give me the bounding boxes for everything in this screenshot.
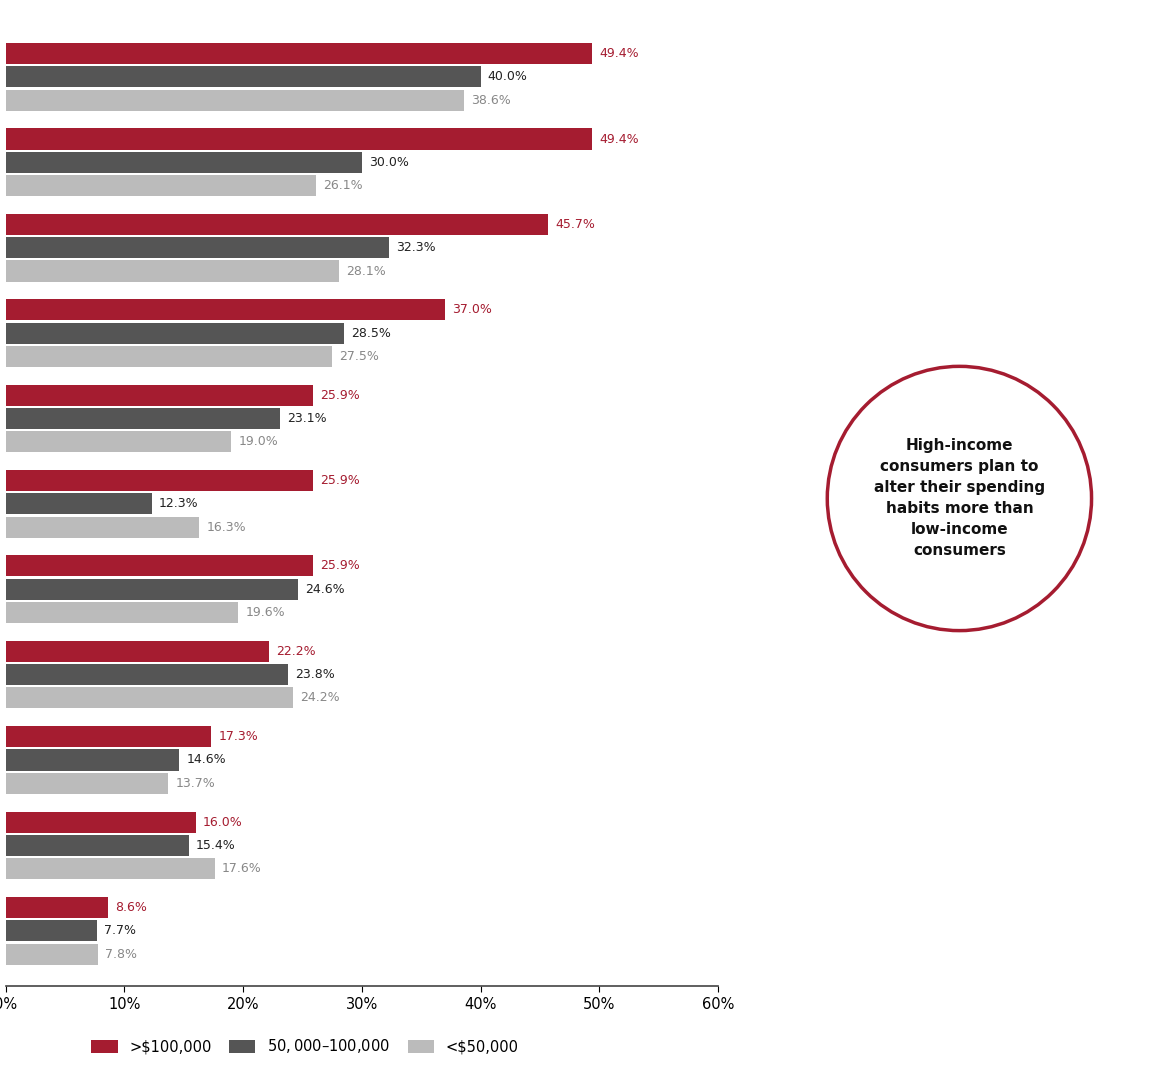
Bar [6,812,195,833]
Text: 26.1%: 26.1% [323,179,362,192]
Bar [6,346,332,367]
Text: 19.6%: 19.6% [246,606,285,619]
Text: 27.5%: 27.5% [339,349,379,363]
Text: 23.1%: 23.1% [287,412,326,425]
Bar [6,260,339,282]
Text: 25.9%: 25.9% [321,560,360,572]
Text: 7.8%: 7.8% [106,948,138,961]
Text: 40.0%: 40.0% [488,71,527,84]
Text: 28.5%: 28.5% [352,327,391,340]
Bar [6,470,314,491]
Bar [6,664,288,685]
Legend: >$100,000, $50,000–$100,000, <$50,000: >$100,000, $50,000–$100,000, <$50,000 [86,1031,524,1061]
Text: 16.0%: 16.0% [203,816,242,829]
Bar [6,152,362,173]
Text: 30.0%: 30.0% [369,155,409,168]
Text: 45.7%: 45.7% [555,218,595,230]
Text: 25.9%: 25.9% [321,389,360,402]
Bar [6,641,269,661]
Text: 8.6%: 8.6% [115,900,147,914]
Text: 17.3%: 17.3% [218,730,259,743]
Text: 49.4%: 49.4% [600,47,639,60]
Bar [6,579,298,599]
Bar [6,493,152,515]
Bar [6,517,199,538]
Text: 13.7%: 13.7% [176,777,215,790]
Text: 38.6%: 38.6% [471,93,511,107]
Bar [6,555,314,577]
Text: 15.4%: 15.4% [195,839,236,852]
Bar [6,323,345,344]
Bar [6,726,211,747]
Text: 12.3%: 12.3% [159,497,199,510]
Text: 24.2%: 24.2% [300,691,340,704]
Text: 37.0%: 37.0% [453,303,492,316]
Bar [6,858,215,879]
Text: 14.6%: 14.6% [186,754,226,766]
Bar [6,749,179,771]
Bar [6,835,188,855]
Bar [6,299,445,321]
Text: 32.3%: 32.3% [396,241,435,254]
Bar [6,943,99,965]
Bar [6,687,293,709]
Text: 7.7%: 7.7% [105,924,137,937]
Text: 16.3%: 16.3% [207,521,246,534]
Text: 24.6%: 24.6% [304,583,345,596]
Text: 49.4%: 49.4% [600,133,639,146]
Bar [6,90,464,110]
Bar [6,602,239,623]
Bar [6,175,316,196]
Bar [6,129,592,150]
Bar [6,920,98,941]
Text: 23.8%: 23.8% [295,668,336,681]
Bar [6,408,280,429]
Text: 19.0%: 19.0% [239,435,278,448]
Bar [6,237,390,258]
Bar [6,213,548,235]
Text: 25.9%: 25.9% [321,474,360,487]
Bar [6,431,231,452]
Text: 28.1%: 28.1% [347,265,386,278]
Bar [6,385,314,405]
Bar [6,43,592,64]
Bar [6,773,169,794]
Bar [6,897,108,918]
Text: 17.6%: 17.6% [222,862,262,875]
Bar [6,66,480,88]
Text: High-income
consumers plan to
alter their spending
habits more than
low-income
c: High-income consumers plan to alter thei… [874,438,1044,559]
Text: 22.2%: 22.2% [277,644,316,658]
